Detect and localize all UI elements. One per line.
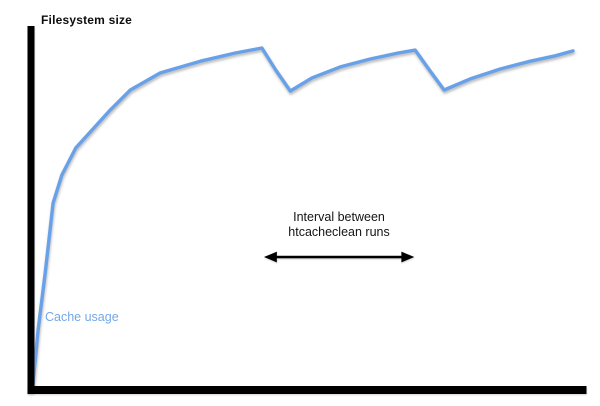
interval-arrow-part: [401, 251, 415, 263]
interval-annotation-line1: Interval between: [293, 210, 385, 224]
cache-usage-label: Cache usage: [45, 310, 119, 324]
y-axis-bar: [27, 26, 35, 394]
interval-arrow: [263, 251, 415, 263]
filesystem-size-label: Filesystem size: [41, 13, 133, 27]
interval-annotation: Interval between htcacheclean runs: [261, 210, 417, 240]
interval-annotation-line2: htcacheclean runs: [288, 225, 390, 239]
x-axis-bar: [27, 386, 587, 394]
interval-arrow-part: [263, 251, 277, 263]
cache-usage-curve: [30, 46, 575, 391]
